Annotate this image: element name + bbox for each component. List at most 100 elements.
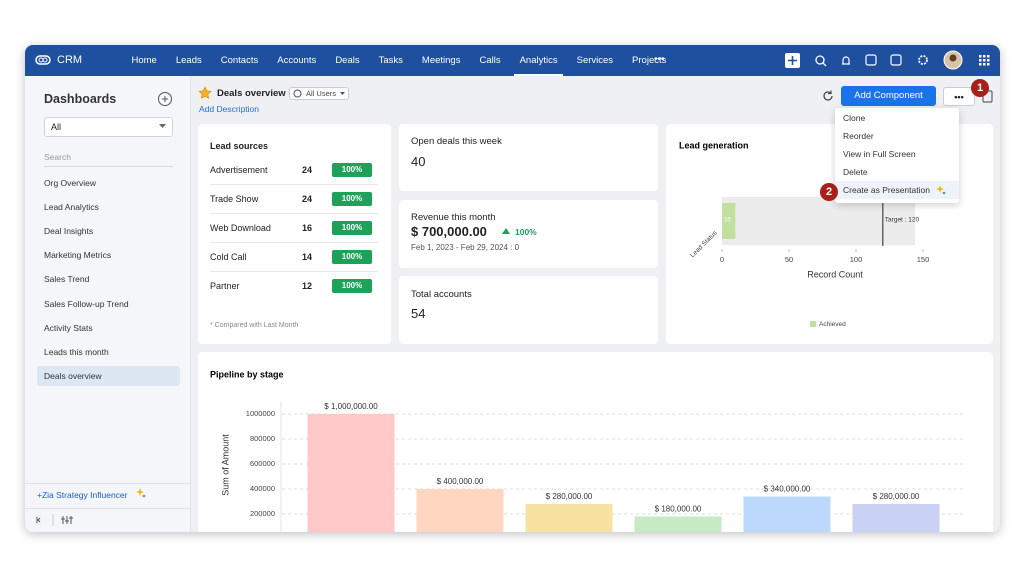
data-label: $ 1,000,000.00 <box>324 402 378 411</box>
sidebar <box>25 76 191 532</box>
add-component-button[interactable]: Add Component <box>841 86 936 106</box>
open-deals-card <box>399 124 658 191</box>
menu-item[interactable]: View in Full Screen <box>843 149 916 159</box>
chart-title: Pipeline by stage <box>210 369 284 379</box>
nav-item[interactable]: Analytics <box>510 45 567 76</box>
brand-icon <box>35 55 51 65</box>
x-tick-label: 50 <box>785 255 793 264</box>
user-filter[interactable] <box>289 87 349 100</box>
add-description[interactable]: Add Description <box>199 104 260 114</box>
sidebar-item[interactable]: Leads this month <box>44 346 109 357</box>
y-tick-label: 400000 <box>250 484 275 493</box>
user-filter-icons <box>293 89 345 98</box>
nav-item[interactable]: Contacts <box>220 55 259 66</box>
nav-item[interactable]: Meetings <box>421 55 461 66</box>
row-count: 24 <box>301 165 312 175</box>
nav-item[interactable]: Tasks <box>378 55 403 66</box>
nav-item[interactable]: Services <box>576 55 614 66</box>
row-change: 100% <box>332 163 372 177</box>
kpi-value: 40 <box>411 154 426 169</box>
refresh-button[interactable] <box>821 89 835 103</box>
divider <box>25 508 191 509</box>
target-label: Target : 120 <box>885 217 920 224</box>
legend-swatch <box>810 321 816 327</box>
row-count: 14 <box>301 252 312 262</box>
selected-item-bg <box>37 366 180 386</box>
card-note: * Compared with Last Month <box>210 322 299 329</box>
sidebar-tools[interactable] <box>33 514 78 526</box>
y-tick-label: 600000 <box>250 459 275 468</box>
x-axis-title: Record Count <box>807 269 863 279</box>
nav-item[interactable]: Deals <box>335 55 360 66</box>
nav-more[interactable]: ••• <box>654 54 665 65</box>
sidebar-item[interactable]: Sales Follow-up Trend <box>44 298 129 309</box>
sidebar-item[interactable]: Sales Trend <box>44 274 90 285</box>
sidebar-item[interactable]: Deals overview <box>44 370 102 381</box>
y-axis-title: Sum of Amount <box>220 434 230 496</box>
divider <box>25 483 191 484</box>
menu-item[interactable]: Delete <box>843 167 868 177</box>
legend-label: Achieved <box>819 321 846 328</box>
brand[interactable]: CRM <box>57 54 83 66</box>
chart-title: Lead generation <box>679 140 749 150</box>
row-name: Web Download <box>210 223 271 233</box>
card-title: Total accounts <box>411 289 472 300</box>
top-nav: CRM Home Leads Contacts Accounts Deals Tasks M… <box>25 45 1000 76</box>
row-change: 100% <box>332 221 372 235</box>
card-title: Open deals this week <box>411 136 502 147</box>
y-tick-label: 800000 <box>250 434 275 443</box>
card-title: Revenue this month <box>411 212 496 223</box>
kpi-range: Feb 1, 2023 - Feb 29, 2024 : 0 <box>411 243 520 252</box>
nav-items: Home Leads Contacts Accounts Deals Tasks Meeti… <box>122 45 676 76</box>
row-count: 12 <box>301 281 312 291</box>
kpi-value: 54 <box>411 306 426 321</box>
user-filter-value: All Users <box>306 89 337 98</box>
menu-item[interactable]: Create as Presentation <box>843 185 930 195</box>
kpi-value: $ 700,000.00 <box>411 224 487 239</box>
sidebar-item[interactable]: Lead Analytics <box>44 202 99 213</box>
menu-highlight <box>835 181 959 199</box>
sidebar-item[interactable]: Marketing Metrics <box>44 250 112 261</box>
nav-item[interactable]: Calls <box>479 55 501 66</box>
dashboard-filter[interactable] <box>44 117 173 137</box>
search-input[interactable]: Search <box>44 152 71 162</box>
nav-item[interactable]: Home <box>131 55 157 66</box>
menu-item[interactable]: Clone <box>843 113 866 123</box>
row-name: Cold Call <box>210 252 247 262</box>
sidebar-item[interactable]: Org Overview <box>44 178 96 188</box>
row-name: Advertisement <box>210 165 268 175</box>
zia-link[interactable]: +Zia Strategy Influencer <box>37 490 128 500</box>
row-count: 16 <box>301 223 312 233</box>
nav-icons <box>785 50 990 70</box>
y-tick-label: 1000000 <box>246 409 275 418</box>
bar <box>743 496 831 532</box>
bar <box>416 489 504 532</box>
add-dashboard[interactable] <box>157 91 173 107</box>
sidebar-item[interactable]: Activity Stats <box>44 322 93 333</box>
y-tick-label: 200000 <box>250 509 275 518</box>
row-separator <box>210 213 378 214</box>
x-tick-label: 100 <box>850 255 863 264</box>
filter-caret <box>159 124 166 128</box>
filter-value: All <box>51 122 62 132</box>
menu-item[interactable]: Reorder <box>843 131 874 141</box>
more-button[interactable]: ••• <box>943 87 975 106</box>
nav-item[interactable]: Projects <box>632 55 667 66</box>
sparkle <box>936 185 946 195</box>
up-arrow <box>502 228 510 234</box>
x-tick-label: 150 <box>917 255 930 264</box>
nav-item[interactable]: Accounts <box>277 55 317 66</box>
data-label: $ 280,000.00 <box>546 492 593 501</box>
data-label: $ 280,000.00 <box>873 492 920 501</box>
favorite-star[interactable] <box>198 86 212 100</box>
bar <box>634 516 722 532</box>
card-title: Lead sources <box>210 141 269 151</box>
data-label: $ 180,000.00 <box>655 505 702 514</box>
sidebar-item[interactable]: Deal Insights <box>44 226 94 237</box>
nav-item[interactable]: Leads <box>175 55 202 66</box>
bar <box>722 203 736 239</box>
total-accounts-card <box>399 276 658 344</box>
